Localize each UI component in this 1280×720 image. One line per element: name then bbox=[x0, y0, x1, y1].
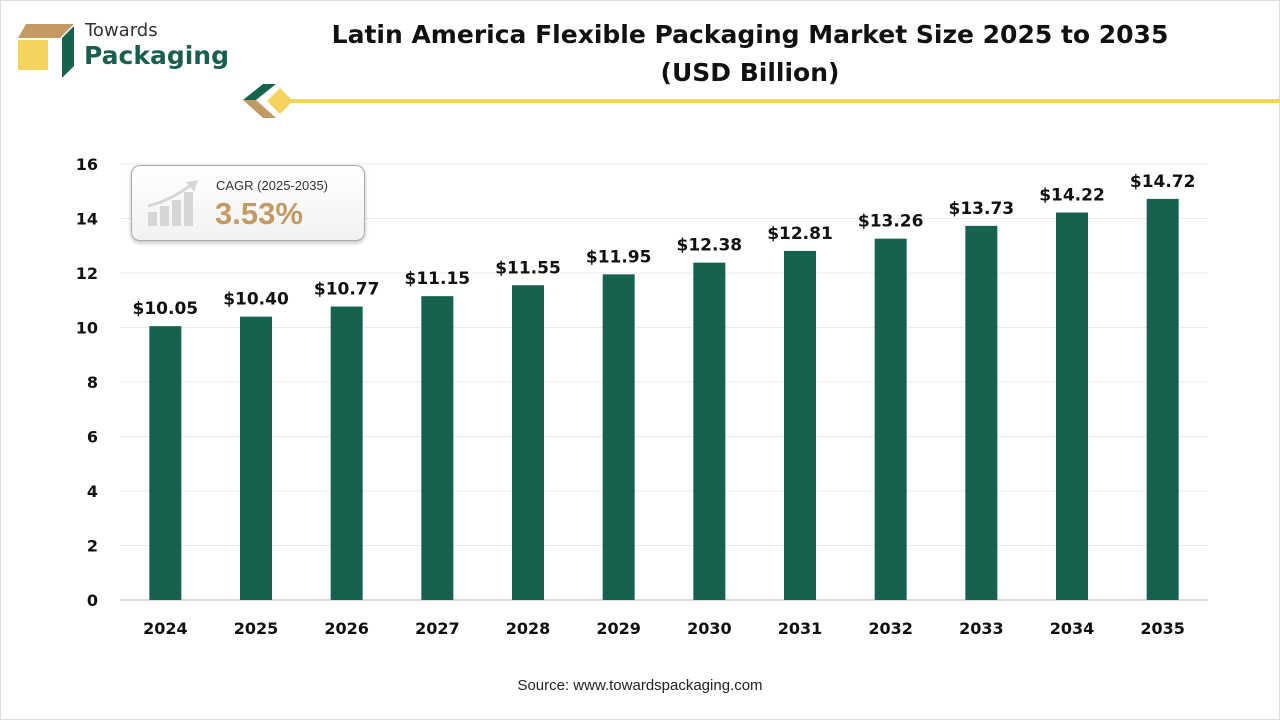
cagr-value: 3.53% bbox=[215, 196, 303, 231]
x-tick-label: 2025 bbox=[234, 619, 279, 638]
bar bbox=[1146, 198, 1179, 600]
bar bbox=[874, 238, 907, 601]
y-tick-label: 8 bbox=[87, 373, 98, 392]
y-tick-label: 0 bbox=[87, 591, 98, 610]
bar bbox=[965, 225, 998, 601]
x-tick-label: 2034 bbox=[1050, 619, 1095, 638]
growth-chart-icon bbox=[147, 180, 198, 226]
chart-title-line2: (USD Billion) bbox=[660, 58, 840, 87]
data-label: $10.77 bbox=[314, 280, 380, 300]
bar bbox=[693, 262, 726, 600]
cagr-label: CAGR (2025-2035) bbox=[216, 178, 328, 193]
y-tick-label: 16 bbox=[76, 155, 98, 174]
logo-icon bbox=[18, 24, 74, 78]
x-tick-label: 2030 bbox=[687, 619, 732, 638]
cagr-box: CAGR (2025-2035) 3.53% bbox=[131, 165, 365, 241]
data-label: $11.95 bbox=[586, 247, 652, 267]
x-tick-label: 2032 bbox=[868, 619, 913, 638]
title-divider-icon bbox=[243, 84, 1280, 118]
bar bbox=[330, 306, 363, 600]
x-tick-label: 2024 bbox=[143, 619, 188, 638]
bar bbox=[149, 326, 182, 600]
bar bbox=[602, 274, 635, 600]
data-label: $11.15 bbox=[405, 269, 471, 289]
y-tick-label: 4 bbox=[87, 482, 98, 501]
data-label: $14.22 bbox=[1039, 186, 1105, 206]
bar bbox=[421, 296, 454, 600]
x-tick-label: 2035 bbox=[1140, 619, 1185, 638]
logo-text-packaging: Packaging bbox=[84, 41, 229, 70]
y-tick-label: 10 bbox=[76, 319, 98, 338]
logo-text-towards: Towards bbox=[85, 20, 158, 41]
data-label: $11.55 bbox=[495, 258, 561, 278]
data-label: $12.81 bbox=[767, 224, 833, 244]
bar bbox=[240, 316, 272, 600]
y-tick-label: 6 bbox=[87, 428, 98, 447]
data-label: $12.38 bbox=[677, 236, 743, 256]
data-label: $14.72 bbox=[1130, 172, 1196, 192]
y-tick-label: 12 bbox=[76, 264, 98, 283]
y-tick-label: 14 bbox=[76, 210, 98, 229]
source-note: Source: www.towardspackaging.com bbox=[517, 677, 763, 694]
bar bbox=[784, 250, 816, 601]
y-tick-label: 2 bbox=[87, 537, 98, 556]
data-label: $13.26 bbox=[858, 212, 924, 232]
x-tick-label: 2026 bbox=[324, 619, 369, 638]
x-tick-label: 2029 bbox=[596, 619, 641, 638]
chart-title-line1: Latin America Flexible Packaging Market … bbox=[331, 20, 1169, 49]
data-label: $13.73 bbox=[949, 199, 1015, 219]
data-label: $10.40 bbox=[223, 290, 289, 310]
x-tick-label: 2027 bbox=[415, 619, 460, 638]
data-label: $10.05 bbox=[133, 299, 199, 319]
x-tick-label: 2033 bbox=[959, 619, 1004, 638]
bar bbox=[512, 285, 544, 600]
x-tick-label: 2031 bbox=[778, 619, 823, 638]
x-tick-label: 2028 bbox=[506, 619, 551, 638]
bar bbox=[1056, 212, 1088, 600]
